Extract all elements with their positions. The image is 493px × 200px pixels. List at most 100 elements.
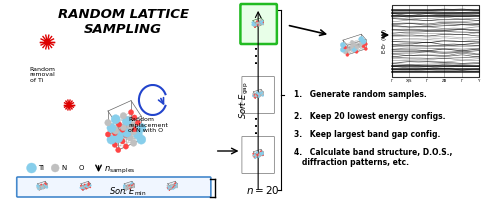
Circle shape [262, 94, 264, 96]
Text: · · ·: · · · [253, 46, 263, 64]
Circle shape [173, 186, 174, 187]
Text: Random
removal
of Ti: Random removal of Ti [30, 67, 56, 83]
Circle shape [133, 187, 134, 188]
Circle shape [81, 186, 82, 187]
Circle shape [257, 155, 259, 156]
Circle shape [168, 186, 170, 188]
Circle shape [258, 156, 260, 158]
Text: N: N [61, 165, 67, 171]
Text: Sort $E_\mathrm{min}$: Sort $E_\mathrm{min}$ [109, 186, 147, 198]
Circle shape [129, 110, 134, 115]
Circle shape [260, 152, 262, 154]
Text: Ti: Ti [38, 165, 44, 171]
Text: Γ: Γ [391, 79, 393, 83]
Circle shape [85, 187, 86, 188]
Circle shape [351, 40, 354, 44]
Circle shape [167, 187, 168, 188]
Circle shape [340, 47, 346, 52]
Circle shape [37, 186, 39, 188]
Circle shape [27, 163, 36, 173]
Text: E-E$_F$ (eV): E-E$_F$ (eV) [380, 28, 389, 54]
Circle shape [107, 123, 116, 132]
Circle shape [260, 21, 262, 23]
Circle shape [114, 132, 124, 141]
Circle shape [81, 188, 82, 189]
Circle shape [107, 135, 116, 144]
Circle shape [112, 142, 117, 147]
Text: 2. Keep 20 lowest energy configs.: 2. Keep 20 lowest energy configs. [294, 112, 445, 121]
Circle shape [346, 53, 349, 56]
Text: X|S: X|S [406, 79, 413, 83]
Text: $n=20$: $n=20$ [246, 184, 280, 196]
Circle shape [123, 187, 125, 189]
Circle shape [40, 184, 42, 185]
Circle shape [120, 113, 127, 119]
Circle shape [253, 154, 255, 156]
Circle shape [131, 128, 137, 135]
Circle shape [120, 127, 125, 132]
Circle shape [351, 45, 354, 48]
Circle shape [85, 186, 88, 188]
Circle shape [132, 127, 137, 132]
Circle shape [261, 153, 263, 155]
Circle shape [51, 164, 59, 172]
Circle shape [132, 115, 137, 120]
Circle shape [176, 185, 177, 186]
Text: RANDOM LATTICE
SAMPLING: RANDOM LATTICE SAMPLING [58, 8, 189, 36]
Circle shape [132, 186, 134, 187]
Circle shape [122, 128, 131, 137]
Circle shape [80, 185, 81, 186]
Circle shape [127, 184, 129, 185]
Circle shape [124, 186, 126, 187]
Circle shape [253, 25, 254, 27]
Circle shape [256, 91, 258, 94]
Circle shape [261, 22, 263, 24]
Circle shape [114, 134, 123, 143]
Circle shape [172, 187, 173, 188]
Circle shape [112, 131, 117, 136]
Circle shape [254, 24, 256, 26]
Circle shape [252, 153, 254, 154]
Circle shape [44, 184, 46, 186]
Circle shape [352, 47, 357, 52]
Circle shape [172, 188, 174, 190]
Circle shape [84, 185, 87, 187]
Circle shape [253, 94, 255, 95]
Circle shape [133, 185, 134, 186]
Circle shape [137, 135, 146, 144]
FancyBboxPatch shape [241, 4, 277, 44]
Circle shape [169, 187, 170, 189]
Circle shape [90, 187, 91, 188]
Circle shape [257, 93, 259, 95]
Circle shape [89, 184, 90, 185]
Circle shape [262, 155, 263, 156]
Circle shape [44, 39, 50, 45]
Circle shape [175, 185, 177, 187]
Circle shape [82, 187, 84, 189]
Circle shape [127, 135, 134, 141]
Text: 1. Generate random samples.: 1. Generate random samples. [294, 90, 426, 99]
Circle shape [67, 103, 71, 107]
Circle shape [346, 48, 349, 52]
Circle shape [355, 45, 358, 49]
Circle shape [170, 185, 173, 188]
Circle shape [45, 184, 47, 185]
Circle shape [168, 188, 170, 190]
Circle shape [362, 45, 365, 48]
Circle shape [352, 43, 356, 46]
Circle shape [42, 186, 44, 187]
Circle shape [252, 95, 254, 97]
Circle shape [116, 147, 121, 153]
Circle shape [123, 144, 129, 149]
Circle shape [258, 154, 260, 155]
Circle shape [70, 164, 76, 171]
Circle shape [137, 123, 146, 132]
Circle shape [261, 20, 263, 22]
Circle shape [175, 185, 176, 186]
Circle shape [254, 26, 255, 28]
Circle shape [135, 120, 141, 125]
Circle shape [122, 116, 131, 126]
Circle shape [80, 187, 82, 189]
Circle shape [175, 183, 177, 185]
Circle shape [88, 183, 89, 184]
